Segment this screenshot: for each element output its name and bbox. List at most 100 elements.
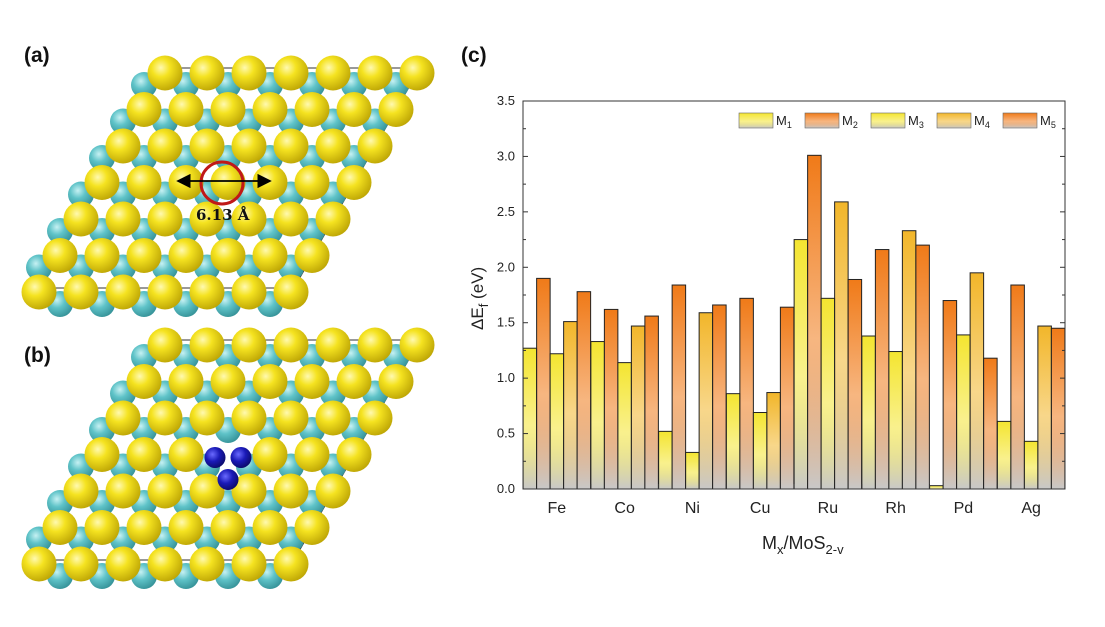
s-atom	[399, 327, 435, 363]
s-atom	[252, 510, 288, 545]
legend-label-m3: M3	[908, 113, 924, 130]
chart-bars	[522, 154, 1066, 490]
s-atom	[210, 92, 246, 127]
s-atom	[399, 55, 435, 91]
s-atom	[147, 274, 183, 310]
s-atom	[273, 55, 309, 91]
s-atom	[294, 165, 330, 200]
legend-label-m2: M2	[842, 113, 858, 130]
s-atom	[294, 92, 330, 127]
s-atom	[168, 238, 204, 273]
y-tick-label: 2.5	[497, 204, 515, 219]
s-atom	[231, 400, 267, 436]
s-atom	[378, 92, 414, 127]
s-atom	[105, 400, 141, 436]
s-atom	[315, 201, 351, 237]
s-atom	[105, 201, 141, 237]
s-atom	[294, 364, 330, 399]
y-tick-label: 3.0	[497, 148, 515, 163]
s-atom	[63, 274, 99, 310]
s-atom	[189, 400, 225, 436]
bar-cu-m3	[752, 412, 768, 490]
chart-axes: Fe Co Ni Cu Ru Rh Pd Ag 0.0 0.5 1.0 1.5 2.0 2.5 3.0 3.5	[497, 93, 1066, 517]
bar-ni-m3	[685, 451, 700, 490]
panel-b-structure	[21, 327, 435, 589]
s-atom	[189, 201, 225, 237]
s-atom	[231, 327, 267, 363]
bar-co-m5	[644, 315, 659, 490]
s-atom	[315, 327, 351, 363]
s-atom	[336, 437, 372, 472]
x-tick-label: Rh	[885, 500, 905, 517]
bar-fe-m2	[536, 277, 551, 490]
s-atom	[21, 274, 57, 310]
bar-cu-m5	[779, 306, 795, 490]
x-tick-label: Cu	[750, 500, 770, 517]
bar-rh-m3	[888, 351, 903, 490]
s-atom	[189, 327, 225, 363]
x-axis-label: Mx/MoS2-v	[762, 533, 844, 557]
s-atom	[273, 274, 309, 310]
bar-chart: Fe Co Ni Cu Ru Rh Pd Ag 0.0 0.5 1.0 1.5 2.0 2.5 3.0 3.5…	[468, 93, 1066, 557]
s-atom	[126, 364, 162, 399]
bar-ru-m4	[834, 201, 849, 490]
s-atom	[63, 546, 99, 582]
legend-swatch-m1	[738, 112, 774, 129]
legend-swatch-m3	[870, 112, 906, 129]
s-atom	[126, 92, 162, 127]
s-atom	[189, 546, 225, 582]
s-atom	[189, 274, 225, 310]
s-atom	[168, 364, 204, 399]
s-atom	[168, 92, 204, 127]
bar-ag-m5	[1050, 327, 1066, 490]
s-atom	[126, 165, 162, 200]
s-atom	[210, 238, 246, 273]
s-atom	[84, 437, 120, 472]
bar-ni-m4	[698, 312, 714, 490]
s-atom	[273, 473, 309, 509]
y-tick-label: 2.0	[497, 259, 515, 274]
s-atom	[336, 165, 372, 200]
s-atom	[315, 400, 351, 436]
s-atom	[84, 238, 120, 273]
metal-atom	[204, 447, 226, 468]
s-atom	[336, 364, 372, 399]
x-tick-label: Ni	[685, 500, 700, 517]
s-atom	[273, 546, 309, 582]
s-atom	[21, 546, 57, 582]
s-atom	[357, 55, 393, 91]
bar-cu-m1	[725, 393, 741, 490]
s-atom	[63, 473, 99, 509]
bar-rh-m4	[901, 230, 917, 490]
s-atom	[315, 55, 351, 91]
bar-cu-m4	[766, 392, 781, 490]
y-tick-label: 3.5	[497, 93, 515, 108]
s-atom	[378, 364, 414, 399]
legend-label-m5: M5	[1040, 113, 1056, 130]
bar-pd-m4	[969, 272, 985, 490]
s-atom	[42, 238, 78, 273]
s-atom	[147, 201, 183, 237]
s-atom	[210, 364, 246, 399]
bar-ag-m1	[996, 420, 1012, 490]
s-atom	[252, 364, 288, 399]
metal-atom	[217, 469, 239, 490]
s-atom	[147, 128, 183, 164]
bar-fe-m3	[549, 353, 565, 490]
s-atom	[294, 510, 330, 545]
bar-fe-m4	[563, 321, 578, 490]
s-atom	[84, 165, 120, 200]
bar-rh-m5	[915, 244, 930, 490]
s-atom	[357, 327, 393, 363]
s-atom	[273, 400, 309, 436]
s-atom	[357, 128, 393, 164]
panel-b-atoms	[21, 327, 435, 589]
s-atom	[147, 327, 183, 363]
s-atom	[231, 128, 267, 164]
s-atom	[147, 473, 183, 509]
s-atom	[273, 327, 309, 363]
s-atom	[231, 546, 267, 582]
y-tick-label: 1.0	[497, 370, 515, 385]
bar-fe-m5	[576, 291, 592, 490]
x-tick-label: Fe	[548, 500, 567, 517]
